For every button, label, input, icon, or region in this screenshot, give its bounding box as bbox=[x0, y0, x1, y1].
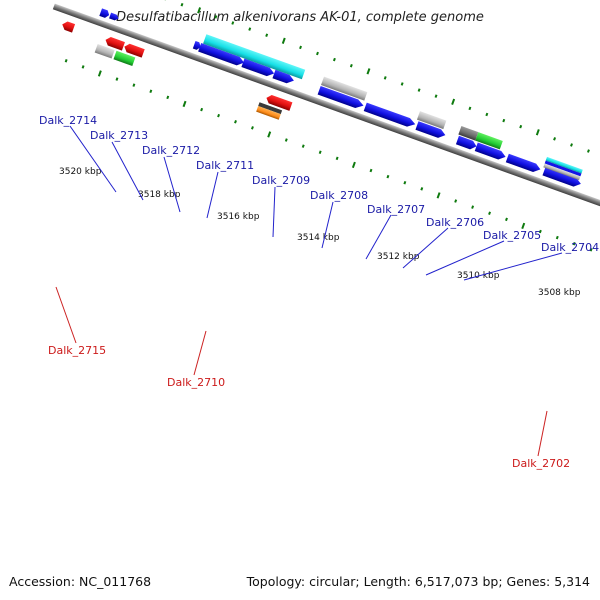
scale-label: 3518 kbp bbox=[138, 190, 181, 200]
gene-label[interactable]: Dalk_2715 bbox=[48, 344, 106, 357]
feature-block bbox=[458, 126, 479, 141]
feature-block bbox=[113, 50, 136, 67]
forward-strand-features bbox=[203, 34, 583, 181]
scale-label: 3512 kbp bbox=[377, 252, 420, 262]
feature-block bbox=[416, 111, 447, 130]
top-leader-lines bbox=[69, 125, 563, 281]
feature-block bbox=[544, 160, 582, 177]
map-title: Desulfatibacillum alkenivorans AK-01, co… bbox=[116, 10, 484, 25]
cds-arrow bbox=[109, 12, 119, 21]
gene-label[interactable]: Dalk_2706 bbox=[426, 216, 484, 229]
gene-label[interactable]: Dalk_2704 bbox=[541, 241, 599, 254]
gene-label[interactable]: Dalk_2705 bbox=[483, 229, 541, 242]
gene-label[interactable]: Dalk_2708 bbox=[310, 189, 368, 202]
forward-strand-cds bbox=[99, 8, 581, 187]
reverse-strand-features bbox=[94, 43, 283, 120]
gene-label[interactable]: Dalk_2713 bbox=[90, 129, 148, 142]
gene-label[interactable]: Dalk_2709 bbox=[252, 174, 310, 187]
gene-label[interactable]: Dalk_2711 bbox=[196, 159, 254, 172]
cds-arrow bbox=[455, 135, 477, 150]
feature-block bbox=[94, 43, 115, 59]
genome-summary-text: Topology: circular; Length: 6,517,073 bp… bbox=[246, 574, 590, 589]
cds-arrow bbox=[474, 142, 506, 160]
gene-label[interactable]: Dalk_2714 bbox=[39, 114, 97, 127]
gene-label[interactable]: Dalk_2712 bbox=[142, 144, 200, 157]
feature-block bbox=[258, 102, 283, 115]
feature-block bbox=[545, 156, 583, 174]
cds-arrow bbox=[363, 102, 416, 127]
bottom-leader-lines bbox=[55, 286, 548, 457]
gene-label[interactable]: Dalk_2702 bbox=[512, 457, 570, 470]
cds-arrow bbox=[542, 166, 581, 187]
scale-label: 3520 kbp bbox=[59, 167, 102, 177]
cds-arrow bbox=[241, 58, 275, 77]
feature-block bbox=[320, 76, 368, 101]
genome-backbone bbox=[52, 3, 600, 240]
cds-arrow bbox=[105, 37, 125, 51]
feature-block bbox=[543, 163, 581, 181]
accession-text: Accession: NC_011768 bbox=[9, 574, 152, 589]
gene-label[interactable]: Dalk_2710 bbox=[167, 376, 225, 389]
inner-scale-ticks bbox=[64, 59, 593, 252]
scale-label: 3508 kbp bbox=[538, 288, 581, 298]
reverse-strand-cds bbox=[62, 21, 293, 111]
cds-arrow bbox=[192, 40, 201, 50]
scale-label: 3516 kbp bbox=[217, 212, 260, 222]
cds-arrow bbox=[62, 21, 76, 33]
cds-arrow bbox=[124, 43, 145, 58]
cds-arrow bbox=[272, 69, 294, 84]
feature-block bbox=[203, 34, 306, 80]
cds-arrow bbox=[505, 153, 541, 173]
cds-arrow bbox=[266, 94, 293, 111]
gene-label[interactable]: Dalk_2707 bbox=[367, 203, 425, 216]
cds-arrow bbox=[198, 42, 245, 66]
cds-arrow bbox=[99, 8, 110, 18]
outer-scale-ticks bbox=[163, 0, 590, 153]
cds-arrow bbox=[317, 85, 364, 109]
feature-block bbox=[475, 132, 503, 150]
cds-arrow bbox=[415, 121, 446, 138]
feature-block bbox=[256, 106, 281, 120]
scale-label: 3514 kbp bbox=[297, 233, 340, 243]
